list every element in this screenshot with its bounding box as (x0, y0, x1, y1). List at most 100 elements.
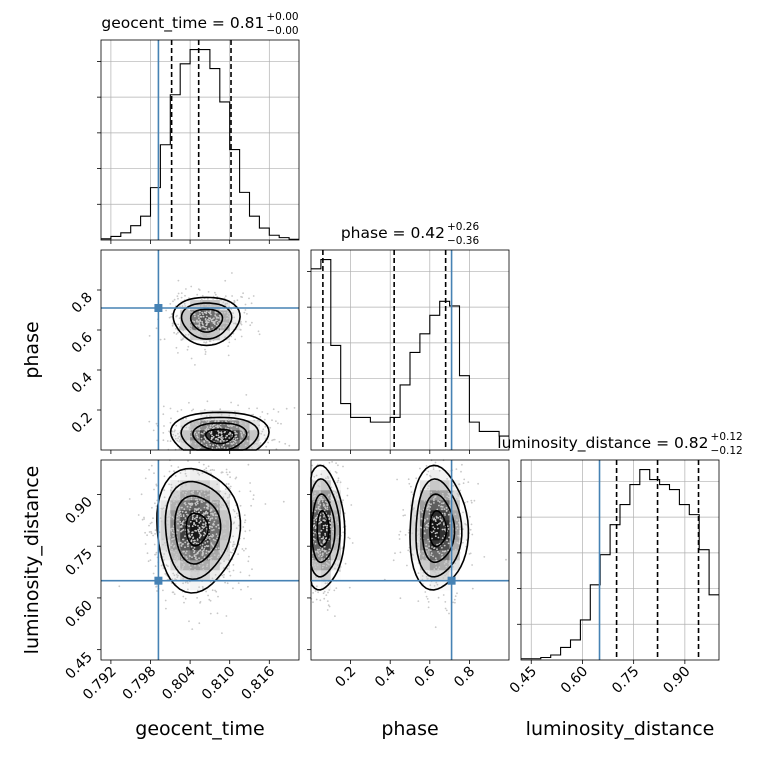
sample-point (312, 559, 314, 562)
sample-point (160, 520, 163, 523)
sample-point (470, 523, 473, 526)
sample-point (335, 548, 338, 551)
sample-point (214, 438, 217, 440)
sample-point (179, 541, 182, 544)
sample-point (239, 320, 242, 323)
sample-point (227, 354, 230, 357)
x-tick-label: 0.6 (412, 663, 439, 690)
sample-point (234, 440, 237, 443)
y-tick-label: 0.8 (69, 290, 96, 317)
density-cell (320, 570, 332, 581)
sample-point (162, 413, 165, 416)
density-cell (449, 560, 460, 571)
sample-point (172, 527, 175, 530)
sample-point (164, 504, 167, 507)
density-cell (200, 510, 211, 521)
sample-point (201, 294, 204, 297)
sample-point (181, 561, 184, 563)
sample-point (207, 297, 209, 300)
sample-point (234, 438, 237, 440)
sample-point (179, 323, 182, 326)
sample-point (438, 504, 440, 507)
sample-point (431, 531, 433, 534)
sample-point (249, 482, 252, 484)
sample-point (204, 523, 207, 525)
sample-point (424, 591, 427, 593)
density-cell (249, 430, 260, 441)
sample-point (195, 501, 198, 503)
sample-point (207, 428, 210, 431)
sample-point (322, 554, 324, 556)
sample-point (215, 330, 218, 333)
sample-point (199, 549, 202, 551)
sample-point (208, 538, 211, 540)
sample-point (208, 535, 211, 538)
sample-point (350, 504, 353, 506)
sample-point (173, 545, 176, 547)
sample-point (213, 323, 216, 326)
sample-point (458, 521, 460, 524)
sample-point (454, 595, 457, 597)
sample-point (436, 508, 439, 511)
sample-point (262, 428, 265, 431)
sample-point (196, 321, 199, 323)
density-cell (200, 500, 211, 511)
sample-point (152, 429, 155, 432)
sample-point (162, 543, 164, 546)
sample-point (196, 558, 198, 561)
sample-point (337, 534, 340, 537)
sample-point (211, 513, 214, 516)
sample-point (214, 589, 217, 592)
sample-point (215, 533, 218, 535)
sample-point (226, 434, 229, 437)
sample-point (232, 545, 234, 548)
sample-point (477, 482, 479, 485)
sample-point (187, 319, 190, 321)
sample-point (318, 535, 321, 538)
sample-point (222, 576, 225, 579)
y-tick-label: 0.2 (69, 410, 96, 437)
sample-point (191, 488, 194, 491)
sample-point (426, 506, 429, 509)
sample-point (179, 490, 182, 492)
sample-point (174, 555, 177, 558)
sample-point (238, 447, 241, 450)
density-cell (200, 520, 211, 531)
sample-point (221, 438, 224, 441)
sample-point (200, 316, 203, 318)
sample-point (234, 414, 237, 416)
density-cell (190, 430, 201, 441)
sample-point (233, 322, 235, 325)
contour-line (421, 493, 456, 564)
sample-point (180, 296, 183, 299)
sample-point (420, 526, 423, 529)
sample-point (406, 564, 408, 567)
density-cell (320, 580, 332, 591)
sample-point (183, 550, 185, 553)
sample-point (196, 538, 199, 541)
sample-point (197, 485, 200, 487)
sample-point (456, 519, 458, 521)
sample-point (144, 477, 147, 480)
sample-point (182, 528, 185, 531)
sample-point (239, 439, 242, 442)
sample-point (225, 317, 228, 320)
sample-point (184, 305, 187, 307)
sample-point (227, 486, 230, 489)
sample-point (167, 565, 169, 567)
sample-point (206, 305, 209, 307)
sample-point (398, 533, 401, 536)
sample-point (435, 566, 438, 569)
sample-point (443, 528, 446, 531)
sample-point (230, 335, 233, 338)
sample-point (323, 597, 326, 600)
sample-point (185, 556, 188, 558)
sample-point (154, 529, 157, 531)
sample-point (258, 333, 261, 336)
sample-point (422, 550, 424, 552)
sample-point (155, 585, 158, 588)
sample-point (204, 525, 207, 527)
sample-point (325, 477, 327, 480)
sample-point (213, 317, 215, 319)
sample-point (182, 329, 185, 332)
